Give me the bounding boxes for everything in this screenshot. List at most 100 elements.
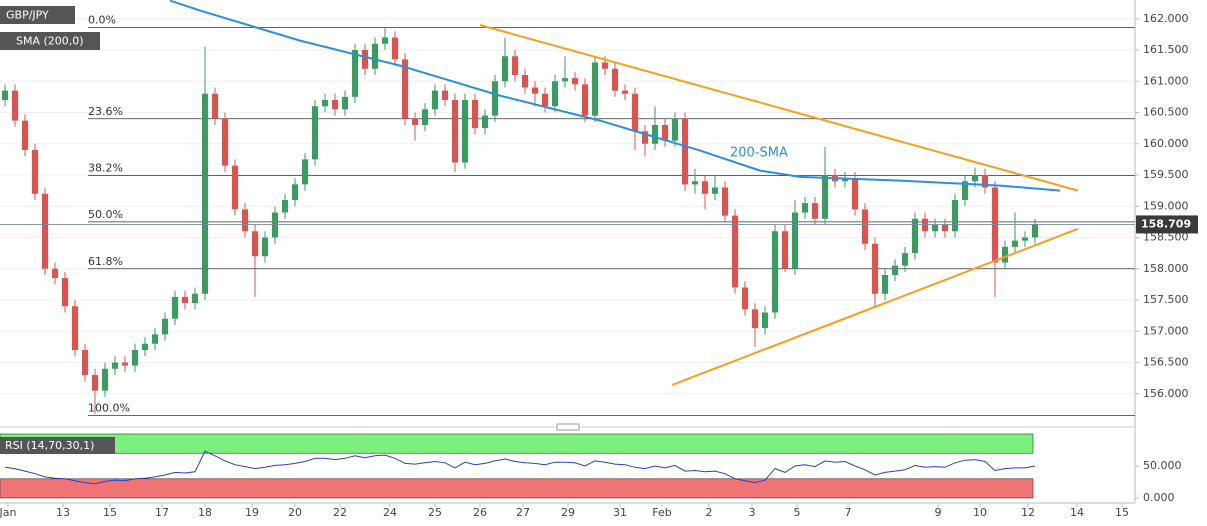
candle-body (381, 37, 389, 44)
candle-body (501, 56, 509, 82)
candle-body (781, 231, 789, 269)
candle-body (21, 120, 29, 150)
x-tick-label: 14 (1070, 506, 1084, 519)
panel-resize-handle[interactable] (556, 423, 580, 431)
candle-body (331, 100, 339, 110)
candle-body (131, 350, 139, 366)
candle-body (561, 78, 569, 82)
x-tick-label: 31 (613, 506, 627, 519)
y-tick-label: 160.000 (1143, 137, 1189, 150)
fib-label: 38.2% (88, 162, 123, 175)
x-tick-label: Feb (652, 506, 671, 519)
trendline (479, 24, 1079, 192)
x-tick-label: 2 (706, 506, 713, 519)
candle-body (51, 268, 59, 279)
x-tick-label: 25 (428, 506, 442, 519)
x-tick-label: 24 (383, 506, 397, 519)
candle-body (231, 165, 239, 210)
candle-body (601, 62, 609, 69)
symbol-label: GBP/JPY (6, 9, 49, 22)
y-tick-label: 156.500 (1143, 356, 1189, 369)
candle-body (791, 212, 799, 269)
candle-body (741, 287, 749, 310)
x-tick-label: 29 (561, 506, 575, 519)
rsi-line (4, 450, 1036, 485)
candle-body (371, 43, 379, 69)
candle-body (531, 87, 539, 94)
candle-body (751, 309, 759, 329)
candle-body (611, 68, 619, 91)
candle-body (71, 306, 79, 350)
candle-body (491, 81, 499, 116)
y-tick-label: 159.500 (1143, 168, 1189, 181)
candle-body (411, 118, 419, 125)
fib-label: 100.0% (88, 402, 130, 415)
candle-body (421, 109, 429, 125)
trendline (671, 227, 1079, 386)
candle-body (81, 350, 89, 375)
x-tick-label: 5 (794, 506, 801, 519)
x-tick-label: Jan (0, 506, 17, 519)
candle-body (141, 343, 149, 350)
candle-body (621, 90, 629, 94)
candle-body (361, 50, 369, 69)
candle-body (591, 62, 599, 116)
candle-body (731, 215, 739, 288)
candle-body (391, 37, 399, 60)
fib-label: 61.8% (88, 255, 123, 268)
fib-label: 23.6% (88, 105, 123, 118)
rsi-legend-box[interactable] (0, 437, 115, 454)
candle-body (281, 200, 289, 213)
fib-label: 0.0% (88, 14, 116, 27)
candle-body (911, 218, 919, 254)
candle-body (811, 203, 819, 219)
x-tick-label: 9 (935, 506, 942, 519)
candle-body (981, 175, 989, 188)
candle-body (321, 100, 329, 107)
symbol-box[interactable] (0, 6, 75, 24)
candle-body (351, 50, 359, 97)
candle-body (211, 93, 219, 119)
fib-label: 50.0% (88, 208, 123, 221)
candle-body (481, 115, 489, 129)
y-tick-label: 156.000 (1143, 387, 1189, 400)
candle-body (881, 275, 889, 294)
candle-body (821, 175, 829, 219)
y-tick-label: 0.000 (1143, 491, 1175, 504)
candle-body (951, 200, 959, 232)
x-tick-label: 17 (155, 506, 169, 519)
candle-body (1011, 240, 1019, 247)
candle-body (971, 175, 979, 182)
y-tick-label: 157.000 (1143, 324, 1189, 337)
y-tick-label: 161.500 (1143, 43, 1189, 56)
y-tick-label: 160.500 (1143, 106, 1189, 119)
candle-body (711, 187, 719, 194)
y-tick-label: 157.500 (1143, 293, 1189, 306)
candle-body (191, 293, 199, 304)
rsi-legend-label: RSI (14,70,30,1) (5, 439, 94, 452)
candle-body (551, 81, 559, 107)
x-tick-label: 3 (749, 506, 756, 519)
x-tick-label: 7 (845, 506, 852, 519)
candle-body (891, 265, 899, 275)
candle-body (61, 278, 69, 307)
candle-body (171, 296, 179, 319)
candle-body (691, 181, 699, 185)
candle-body (521, 75, 529, 88)
candle-body (41, 193, 49, 269)
x-tick-label: 22 (333, 506, 347, 519)
candle-body (161, 318, 169, 335)
candle-body (91, 375, 99, 391)
candle-body (631, 93, 639, 132)
candle-body (1001, 246, 1009, 263)
candle-body (701, 181, 709, 194)
sma-legend-box[interactable] (0, 32, 100, 50)
x-tick-label: 18 (198, 506, 212, 519)
candle-body (941, 225, 949, 232)
candle-body (1021, 237, 1029, 241)
candle-body (121, 362, 129, 366)
x-tick-label: 19 (245, 506, 259, 519)
candle-body (451, 100, 459, 163)
candle-body (261, 237, 269, 257)
